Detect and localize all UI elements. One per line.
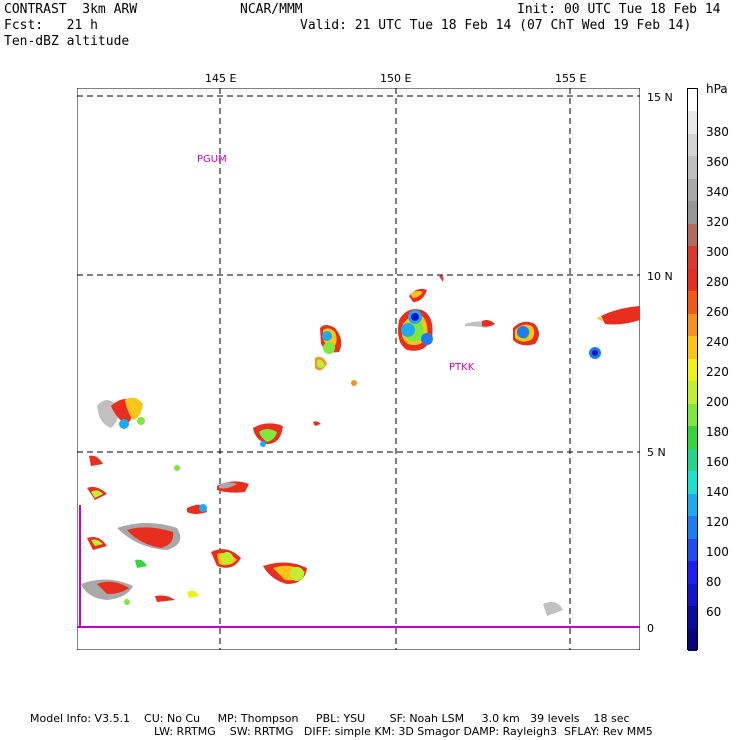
colorbar-cell [688,381,697,405]
colorbar-cell [688,336,697,360]
colorbar-cell [688,426,697,450]
colorbar-cell [688,448,697,472]
colorbar-cell [688,561,697,585]
colorbar-label: 180 [706,425,729,439]
lat-label-0: 0 [647,622,654,635]
colorbar-cell [688,156,697,180]
colorbar-cell [688,223,697,247]
colorbar-cell [688,493,697,517]
colorbar-cell [688,516,697,540]
colorbar-label: 320 [706,215,729,229]
colorbar-cell [688,291,697,315]
forecast-hour: Fcst: 21 h [4,18,98,33]
colorbar-label: 260 [706,305,729,319]
field-name: Ten-dBZ altitude [4,34,130,49]
colorbar-cell [688,89,697,112]
model-title: CONTRAST 3km ARW [4,2,138,17]
colorbar-cell [688,201,697,225]
radar-echoes [81,275,640,616]
colorbar-label: 380 [706,125,729,139]
echo-cluster-west [89,397,180,471]
colorbar-label: 200 [706,395,729,409]
gridlines [77,88,640,650]
valid-time: Valid: 21 UTC Tue 18 Feb 14 (07 ChT Wed … [300,18,692,33]
center-title: NCAR/MMM [240,2,303,17]
colorbar-unit: hPa [706,82,728,96]
colorbar-cell [688,358,697,382]
lon-label-155: 155 E [555,72,587,85]
colorbar-label: 340 [706,185,729,199]
colorbar-cell [688,268,697,292]
echo-cluster-south [81,481,563,616]
colorbar [687,88,698,652]
echo-cluster-146e [253,421,321,447]
colorbar-label: 160 [706,455,729,469]
colorbar-label: 280 [706,275,729,289]
init-time: Init: 00 UTC Tue 18 Feb 14 [517,2,721,17]
station-ptkk: PTKK [449,362,475,373]
echo-cluster-148e [315,325,357,386]
echo-cluster-center [398,275,444,351]
echo-cluster-153e [465,306,640,359]
colorbar-cell [688,471,697,495]
colorbar-cell [688,538,697,562]
colorbar-label: 100 [706,545,729,559]
colorbar-cell [688,313,697,337]
colorbar-label: 80 [706,575,722,589]
colorbar-cell [688,628,697,652]
lon-label-145: 145 E [205,72,237,85]
colorbar-label: 120 [706,515,729,529]
model-info-line1: Model Info: V3.5.1 CU: No Cu MP: Thompso… [30,712,630,725]
colorbar-cell [688,133,697,157]
model-info-line2: LW: RRTMG SW: RRTMG DIFF: simple KM: 3D … [154,725,653,738]
colorbar-cell [688,246,697,270]
lon-label-150: 150 E [380,72,412,85]
lat-label-5n: 5 N [647,446,666,459]
colorbar-label: 60 [706,605,722,619]
lat-label-10n: 10 N [647,270,673,283]
colorbar-cell [688,403,697,427]
colorbar-cell [688,111,697,135]
radar-map: PGUM PTKK [77,88,640,650]
colorbar-label: 300 [706,245,729,259]
colorbar-cell [688,178,697,202]
colorbar-cell [688,583,697,607]
colorbar-cell [688,606,697,629]
colorbar-label: 360 [706,155,729,169]
lat-label-15n: 15 N [647,91,673,104]
station-pgum: PGUM [197,154,227,165]
colorbar-label: 240 [706,335,729,349]
colorbar-label: 220 [706,365,729,379]
colorbar-label: 140 [706,485,729,499]
